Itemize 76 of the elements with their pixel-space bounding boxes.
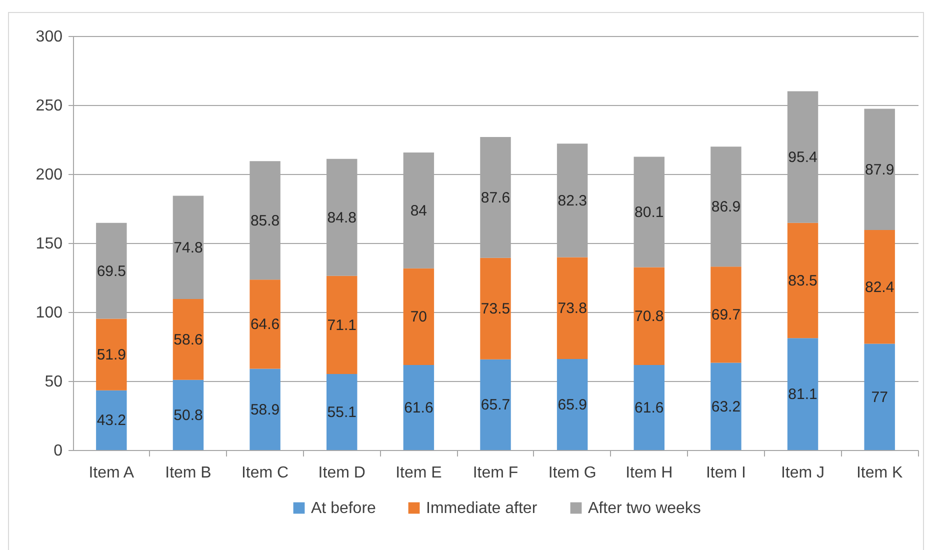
- x-tick-label: Item B: [165, 464, 212, 482]
- data-label: 85.8: [250, 212, 280, 230]
- data-label: 63.2: [711, 398, 741, 416]
- data-label: 81.1: [788, 386, 818, 404]
- x-tick-label: Item C: [241, 464, 289, 482]
- data-label: 69.7: [711, 306, 741, 324]
- data-label: 69.5: [96, 262, 126, 280]
- y-tick-label: 50: [44, 374, 63, 390]
- bar: [556, 257, 588, 360]
- bar: [326, 374, 358, 450]
- bar: [864, 344, 895, 450]
- x-tick-label: Item E: [396, 464, 442, 482]
- legend-label: Immediate after: [426, 500, 538, 517]
- data-label: 77: [871, 388, 888, 406]
- bar: [634, 267, 664, 365]
- bar: [403, 364, 434, 450]
- x-tick-label: Item D: [318, 464, 366, 482]
- data-label: 83.5: [788, 272, 818, 290]
- data-label: 71.1: [327, 316, 356, 334]
- data-label: 73.5: [480, 300, 510, 318]
- x-tick-label: Item K: [856, 464, 904, 482]
- bar: [480, 258, 511, 360]
- bar: [710, 362, 742, 450]
- data-label: 84.8: [327, 209, 356, 226]
- x-tick-label: Item H: [626, 464, 673, 482]
- bar: [250, 280, 280, 369]
- data-label: 86.9: [711, 198, 741, 216]
- x-tick-label: Item F: [472, 464, 518, 482]
- data-label: 61.6: [634, 399, 664, 416]
- bar: [326, 276, 358, 374]
- data-label: 84: [410, 202, 428, 220]
- data-label: 82.3: [558, 192, 587, 210]
- y-tick-label: 300: [36, 28, 63, 46]
- bar: [403, 268, 434, 365]
- data-label: 55.1: [327, 404, 356, 421]
- data-label: 64.6: [250, 316, 280, 334]
- data-label: 61.6: [404, 399, 434, 416]
- data-label: 74.8: [174, 239, 203, 256]
- x-tick-label: Item A: [88, 464, 134, 482]
- data-label: 73.8: [558, 300, 587, 318]
- data-label: 58.9: [250, 401, 280, 418]
- data-label: 87.6: [480, 189, 510, 206]
- bar: [250, 368, 280, 450]
- y-tick-label: 100: [36, 304, 63, 322]
- data-label: 82.4: [864, 278, 894, 296]
- data-label: 65.7: [480, 396, 510, 414]
- bar: [96, 390, 127, 450]
- data-label: 95.4: [788, 149, 818, 166]
- bar: [787, 222, 818, 338]
- bar: [172, 380, 204, 450]
- data-label: 51.9: [96, 346, 126, 364]
- data-label: 87.9: [864, 161, 894, 178]
- bar: [556, 359, 588, 450]
- data-label: 50.8: [174, 406, 203, 424]
- bar: [96, 318, 127, 390]
- data-label: 70.8: [634, 308, 664, 326]
- legend-label: After two weeks: [588, 500, 701, 517]
- data-label: 70: [410, 308, 428, 326]
- bar: [710, 266, 742, 363]
- bar: [172, 299, 204, 380]
- data-label: 58.6: [174, 331, 203, 348]
- data-label: 80.1: [634, 204, 664, 222]
- bar: [634, 364, 664, 450]
- bar: [864, 230, 895, 344]
- y-tick-label: 0: [54, 442, 63, 460]
- y-tick-label: 150: [36, 236, 63, 252]
- y-tick-label: 250: [36, 98, 63, 114]
- data-label: 65.9: [558, 396, 587, 414]
- x-tick-label: Item I: [706, 464, 746, 482]
- bar: [480, 359, 511, 450]
- x-tick-label: Item G: [548, 464, 596, 482]
- bar: [787, 338, 818, 450]
- legend-label: At before: [311, 500, 376, 517]
- data-label: 43.2: [96, 412, 126, 430]
- y-tick-label: 200: [36, 166, 63, 184]
- x-tick-label: Item J: [780, 464, 825, 482]
